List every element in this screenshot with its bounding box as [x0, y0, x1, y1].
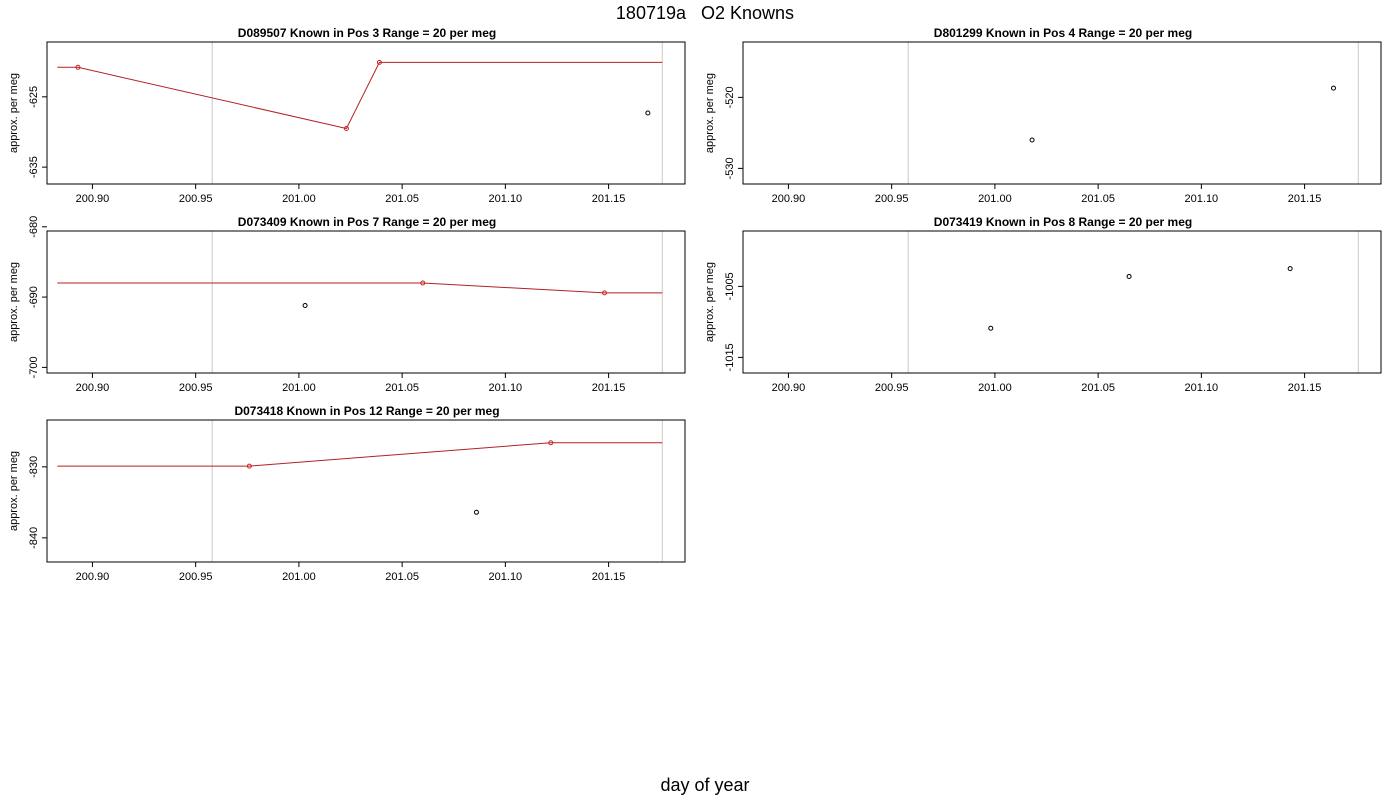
data-point-fit: [420, 280, 426, 286]
data-point-fit: [548, 440, 554, 446]
x-axis-label: day of year: [660, 775, 750, 795]
series-line: [57, 282, 663, 294]
y-axis-label: approx. per meg: [8, 451, 20, 531]
data-point-fit: [376, 59, 382, 65]
y-tick-label: -635: [28, 156, 40, 178]
x-tick-label: 201.05: [1081, 382, 1115, 394]
series-line: [57, 442, 663, 467]
plot-frame: [46, 419, 686, 563]
chart-panel-2: D801299 Known in Pos 4 Range = 20 per me…: [704, 26, 1382, 205]
x-tick-label: 200.90: [76, 193, 110, 205]
series-line: [57, 61, 663, 130]
y-tick-label: -680: [28, 216, 40, 238]
x-tick-label: 201.10: [1185, 193, 1219, 205]
data-point-fit: [343, 125, 349, 131]
x-tick-label: 201.10: [1185, 382, 1219, 394]
x-tick-label: 200.90: [772, 193, 806, 205]
y-axis-label: approx. per meg: [704, 73, 716, 153]
data-point: [988, 325, 994, 331]
plot-frame: [46, 41, 686, 185]
chart-panel-1: D089507 Known in Pos 3 Range = 20 per me…: [8, 26, 686, 205]
chart-panel-3: D073409 Known in Pos 7 Range = 20 per me…: [8, 215, 686, 394]
x-tick-label: 201.15: [592, 571, 626, 583]
x-tick-label: 201.10: [489, 382, 523, 394]
x-tick-label: 201.00: [978, 193, 1012, 205]
data-point: [302, 303, 308, 309]
panel-title: D073409 Known in Pos 7 Range = 20 per me…: [238, 215, 496, 229]
y-axis-label: approx. per meg: [8, 262, 20, 342]
y-axis-label: approx. per meg: [704, 262, 716, 342]
plot-frame: [46, 230, 686, 374]
y-tick-label: -1005: [724, 272, 736, 300]
y-tick-label: -530: [724, 157, 736, 179]
x-tick-label: 201.15: [592, 382, 626, 394]
y-tick-label: -1015: [724, 343, 736, 371]
x-tick-label: 201.05: [1081, 193, 1115, 205]
x-tick-label: 201.05: [385, 571, 419, 583]
data-point: [1331, 85, 1337, 91]
y-tick-label: -625: [28, 86, 40, 108]
y-axis-label: approx. per meg: [8, 73, 20, 153]
panel-title: D073418 Known in Pos 12 Range = 20 per m…: [234, 404, 499, 418]
y-tick-label: -840: [28, 527, 40, 549]
x-tick-label: 201.05: [385, 193, 419, 205]
x-tick-label: 200.95: [875, 382, 909, 394]
y-tick-label: -520: [724, 86, 736, 108]
panel-title: D089507 Known in Pos 3 Range = 20 per me…: [238, 26, 496, 40]
y-tick-label: -700: [28, 356, 40, 378]
x-tick-label: 201.00: [282, 571, 316, 583]
x-tick-label: 201.05: [385, 382, 419, 394]
x-tick-label: 201.15: [592, 193, 626, 205]
x-tick-label: 201.00: [282, 382, 316, 394]
data-point: [1126, 273, 1132, 279]
data-point-fit: [601, 290, 607, 296]
x-tick-label: 201.10: [489, 571, 523, 583]
page-title: 180719a O2 Knowns: [615, 3, 795, 23]
x-tick-label: 201.15: [1288, 193, 1322, 205]
panel-title: D073419 Known in Pos 8 Range = 20 per me…: [934, 215, 1192, 229]
data-point: [645, 110, 651, 116]
x-tick-label: 201.00: [978, 382, 1012, 394]
x-tick-label: 201.15: [1288, 382, 1322, 394]
data-point: [1287, 266, 1293, 272]
x-tick-label: 201.00: [282, 193, 316, 205]
chart-panel-4: D073419 Known in Pos 8 Range = 20 per me…: [704, 215, 1382, 394]
data-point-fit: [75, 64, 81, 70]
data-point-fit: [246, 463, 252, 469]
plot-frame: [742, 230, 1382, 374]
plot-frame: [742, 41, 1382, 185]
chart-panel-5: D073418 Known in Pos 12 Range = 20 per m…: [8, 404, 686, 583]
x-tick-label: 200.95: [875, 193, 909, 205]
data-point: [1029, 137, 1035, 143]
y-tick-label: -690: [28, 286, 40, 308]
x-tick-label: 201.10: [489, 193, 523, 205]
panel-title: D801299 Known in Pos 4 Range = 20 per me…: [934, 26, 1192, 40]
x-tick-label: 200.95: [179, 193, 213, 205]
x-tick-label: 200.90: [76, 382, 110, 394]
x-tick-label: 200.90: [76, 571, 110, 583]
x-tick-label: 200.90: [772, 382, 806, 394]
data-point: [473, 509, 479, 515]
x-tick-label: 200.95: [179, 382, 213, 394]
y-tick-label: -830: [28, 456, 40, 478]
x-tick-label: 200.95: [179, 571, 213, 583]
